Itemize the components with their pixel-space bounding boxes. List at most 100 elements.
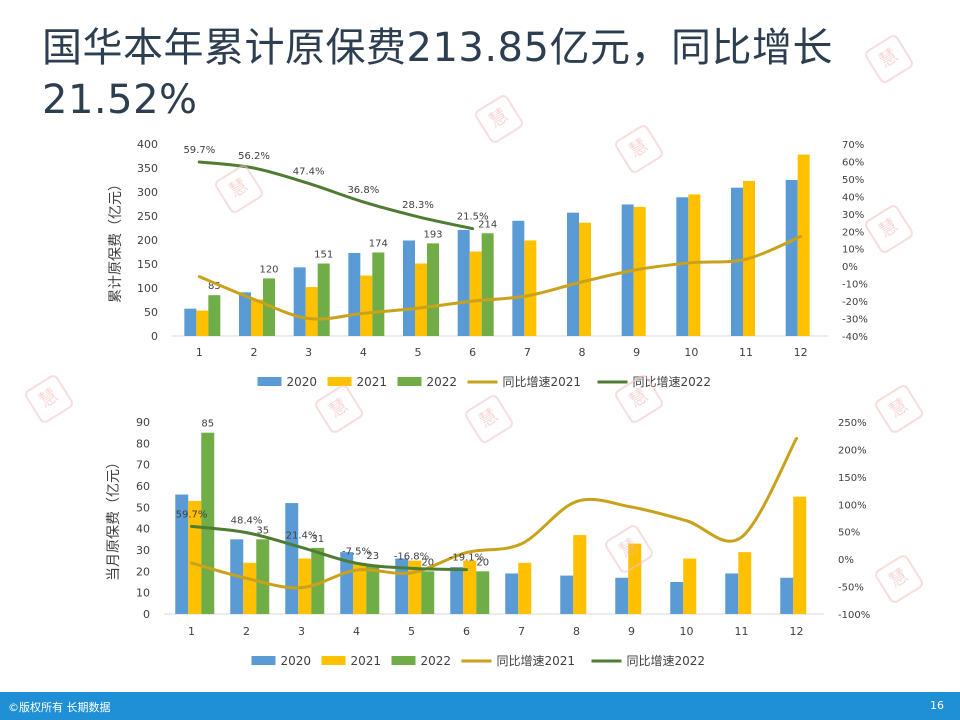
page-title: 国华本年累计原保费213.85亿元，同比增长21.52% <box>42 25 833 123</box>
cumulative-x-tick: 9 <box>633 346 640 359</box>
cumulative-y-tick: 300 <box>137 186 158 199</box>
monthly-y-tick: 20 <box>136 565 150 578</box>
cumulative-x-tick: 10 <box>684 346 698 359</box>
cumulative-y-tick: 200 <box>137 234 158 247</box>
monthly-y-axis-label: 当月原保费（亿元） <box>106 455 122 581</box>
monthly-bar-2021-7 <box>518 562 532 614</box>
cumulative-bar-2020-6 <box>457 229 470 336</box>
monthly-x-tick: 7 <box>518 625 525 638</box>
monthly-x-tick: 12 <box>790 625 804 638</box>
cumulative-bar-2020-10 <box>676 197 689 336</box>
monthly-bar-2022-4 <box>366 564 380 614</box>
monthly-x-tick: 4 <box>353 625 360 638</box>
cumulative-bar-2021-12 <box>797 154 810 336</box>
cumulative-y-tick: 50 <box>144 306 158 319</box>
monthly-premium-chart: 0 10 20 30 40 50 60 70 80 90 -100% -50% 0% 50% 100% 150… <box>106 416 870 668</box>
monthly-y2-tick: 0% <box>838 555 854 566</box>
monthly-line-label-6: -19.1% <box>449 553 484 564</box>
monthly-x-tick: 9 <box>628 625 635 638</box>
monthly-x-tick: 10 <box>680 625 694 638</box>
cumulative-premium-chart: 0 50 100 150 200 250 300 350 400 -40% -30% -20% -10%… <box>108 138 868 389</box>
cumulative-bar-2020-12 <box>785 180 798 336</box>
monthly-bar-label-5: 20 <box>421 557 434 568</box>
cumulative-bar-label-4: 174 <box>369 238 388 249</box>
monthly-bar-2020-6 <box>450 567 464 614</box>
monthly-legend-swatch-2022 <box>391 656 416 665</box>
monthly-bar-label-3: 31 <box>311 534 324 545</box>
cumulative-bar-2021-6 <box>469 251 482 336</box>
monthly-legend-label-2022: 2022 <box>421 654 452 668</box>
cumulative-x-tick: 3 <box>305 346 312 359</box>
monthly-line-label-3: 21.4% <box>286 530 318 541</box>
monthly-bar-2021-12 <box>793 496 807 614</box>
monthly-bar-2021-1 <box>188 500 202 614</box>
cumulative-bar-2020-3 <box>293 267 306 336</box>
cumulative-y-axis-label: 累计原保费（亿元） <box>108 177 124 303</box>
cumulative-bar-2020-5 <box>403 240 415 336</box>
monthly-bar-2022-6 <box>476 571 490 614</box>
monthly-y-tick: 10 <box>136 587 150 600</box>
monthly-bar-2022-3 <box>311 547 325 614</box>
cumulative-y2-tick: 20% <box>842 227 864 238</box>
monthly-bar-2021-9 <box>628 543 642 614</box>
cumulative-bar-2022-1 <box>208 295 221 336</box>
monthly-line-label-4: -7.5% <box>342 546 371 557</box>
cumulative-bar-2020-1 <box>184 308 197 336</box>
monthly-bar-2020-7 <box>505 573 519 614</box>
monthly-bar-2021-10 <box>683 558 697 614</box>
monthly-y2-tick: 200% <box>838 445 867 456</box>
monthly-bar-2020-4 <box>340 552 354 614</box>
cumulative-bar-2021-8 <box>579 222 591 336</box>
monthly-bar-2020-1 <box>175 494 189 614</box>
cumulative-y-tick: 350 <box>137 162 158 175</box>
monthly-x-tick: 2 <box>243 625 250 638</box>
cumulative-bar-2021-2 <box>251 299 263 336</box>
monthly-legend-label-2021: 2021 <box>351 654 382 668</box>
monthly-legend-label-同比增速2021: 同比增速2021 <box>497 654 576 668</box>
cumulative-y2-tick: -40% <box>842 332 868 343</box>
monthly-y2-tick: 50% <box>838 528 860 539</box>
cumulative-x-tick: 7 <box>524 346 531 359</box>
cumulative-bar-2022-4 <box>372 252 385 336</box>
cumulative-y2-tick: 0% <box>842 262 858 273</box>
cumulative-y2-tick: 50% <box>842 175 864 186</box>
cumulative-line-label-3: 47.4% <box>293 166 325 177</box>
monthly-y-tick: 60 <box>136 480 150 493</box>
monthly-x-tick: 11 <box>735 625 749 638</box>
monthly-x-tick: 3 <box>298 625 305 638</box>
monthly-y2-tick: -50% <box>838 583 864 594</box>
monthly-y-tick: 70 <box>136 459 150 472</box>
cumulative-bar-2020-4 <box>348 252 361 336</box>
cumulative-bar-label-1: 85 <box>208 281 221 292</box>
monthly-bar-2021-11 <box>738 552 752 614</box>
footer-bar: ©版权所有 长期数据 16 <box>0 692 960 720</box>
monthly-bar-2021-8 <box>573 535 587 614</box>
cumulative-y2-tick: 60% <box>842 157 864 168</box>
cumulative-bar-2020-2 <box>239 292 251 336</box>
cumulative-bar-label-3: 151 <box>314 250 333 261</box>
monthly-line-同比增速2022 <box>190 524 468 572</box>
monthly-bar-label-6: 20 <box>476 557 489 568</box>
cumulative-y2-tick: 40% <box>842 192 864 203</box>
monthly-bar-label-1: 85 <box>201 419 214 430</box>
cumulative-line-label-2: 56.2% <box>238 151 270 162</box>
monthly-y-tick: 50 <box>136 501 150 514</box>
monthly-legend-label-同比增速2022: 同比增速2022 <box>627 654 706 668</box>
cumulative-y-tick: 150 <box>137 258 158 271</box>
cumulative-y2-tick: -30% <box>842 315 868 326</box>
copyright-text: ©版权所有 长期数据 <box>8 701 111 714</box>
cumulative-legend-label-同比增速2022: 同比增速2022 <box>633 375 712 389</box>
cumulative-legend-label-2020: 2020 <box>287 375 318 389</box>
cumulative-bar-2022-3 <box>317 263 330 336</box>
monthly-bar-2020-8 <box>560 575 574 614</box>
monthly-bar-2020-12 <box>780 577 794 614</box>
cumulative-y2-tick: 70% <box>842 140 864 151</box>
cumulative-bar-label-2: 120 <box>259 264 278 275</box>
monthly-bar-2022-2 <box>256 539 270 614</box>
cumulative-bar-2020-7 <box>512 220 525 336</box>
monthly-bar-2021-2 <box>243 562 257 614</box>
cumulative-x-tick: 5 <box>415 346 422 359</box>
cumulative-x-tick: 2 <box>251 346 258 359</box>
cumulative-line-label-4: 36.8% <box>347 185 379 196</box>
cumulative-line-label-5: 28.3% <box>402 200 434 211</box>
